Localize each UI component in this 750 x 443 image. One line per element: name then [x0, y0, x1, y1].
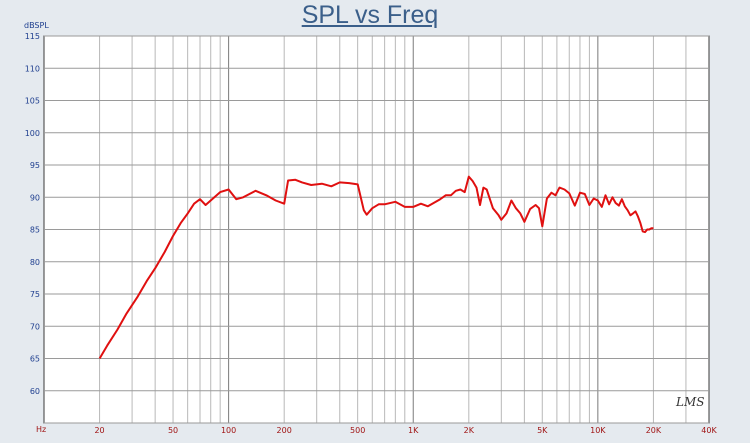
x-tick-label: 1K — [408, 426, 419, 435]
y-axis-labels: 115 110 105 100 95 90 85 80 75 70 65 60 — [25, 32, 40, 396]
chart-title: SPL vs Freq — [301, 1, 439, 29]
y-tick-label: 110 — [25, 64, 40, 73]
y-tick-label: 75 — [30, 290, 40, 299]
x-tick-label: 100 — [221, 426, 236, 435]
y-tick-label: 80 — [30, 258, 40, 267]
y-tick-label: 90 — [30, 193, 40, 202]
y-tick-label: 100 — [25, 129, 40, 138]
y-axis-unit-label: dBSPL — [24, 21, 49, 30]
x-tick-label: 40K — [701, 426, 717, 435]
x-tick-label: 10K — [590, 426, 606, 435]
x-tick-label: 5K — [537, 426, 548, 435]
y-tick-label: 95 — [30, 161, 40, 170]
y-tick-label: 70 — [30, 322, 40, 331]
x-tick-label: 20K — [646, 426, 662, 435]
x-tick-label: 2K — [464, 426, 475, 435]
lms-watermark: LMS — [676, 395, 705, 409]
y-tick-label: 85 — [30, 226, 40, 235]
x-axis-labels: 20 50 100 200 500 1K 2K 5K 10K 20K 40K — [94, 426, 717, 435]
y-tick-label: 115 — [25, 32, 40, 41]
x-tick-label: 200 — [277, 426, 292, 435]
series-line — [98, 175, 654, 360]
x-tick-label: 20 — [94, 426, 104, 435]
y-tick-label: 105 — [25, 97, 40, 106]
x-tick-label: 500 — [350, 426, 365, 435]
x-axis-unit-label: Hz — [36, 425, 46, 434]
y-tick-label: 65 — [30, 355, 40, 364]
grid-lines — [44, 35, 709, 424]
y-tick-label: 60 — [30, 387, 40, 396]
x-tick-label: 50 — [168, 426, 178, 435]
